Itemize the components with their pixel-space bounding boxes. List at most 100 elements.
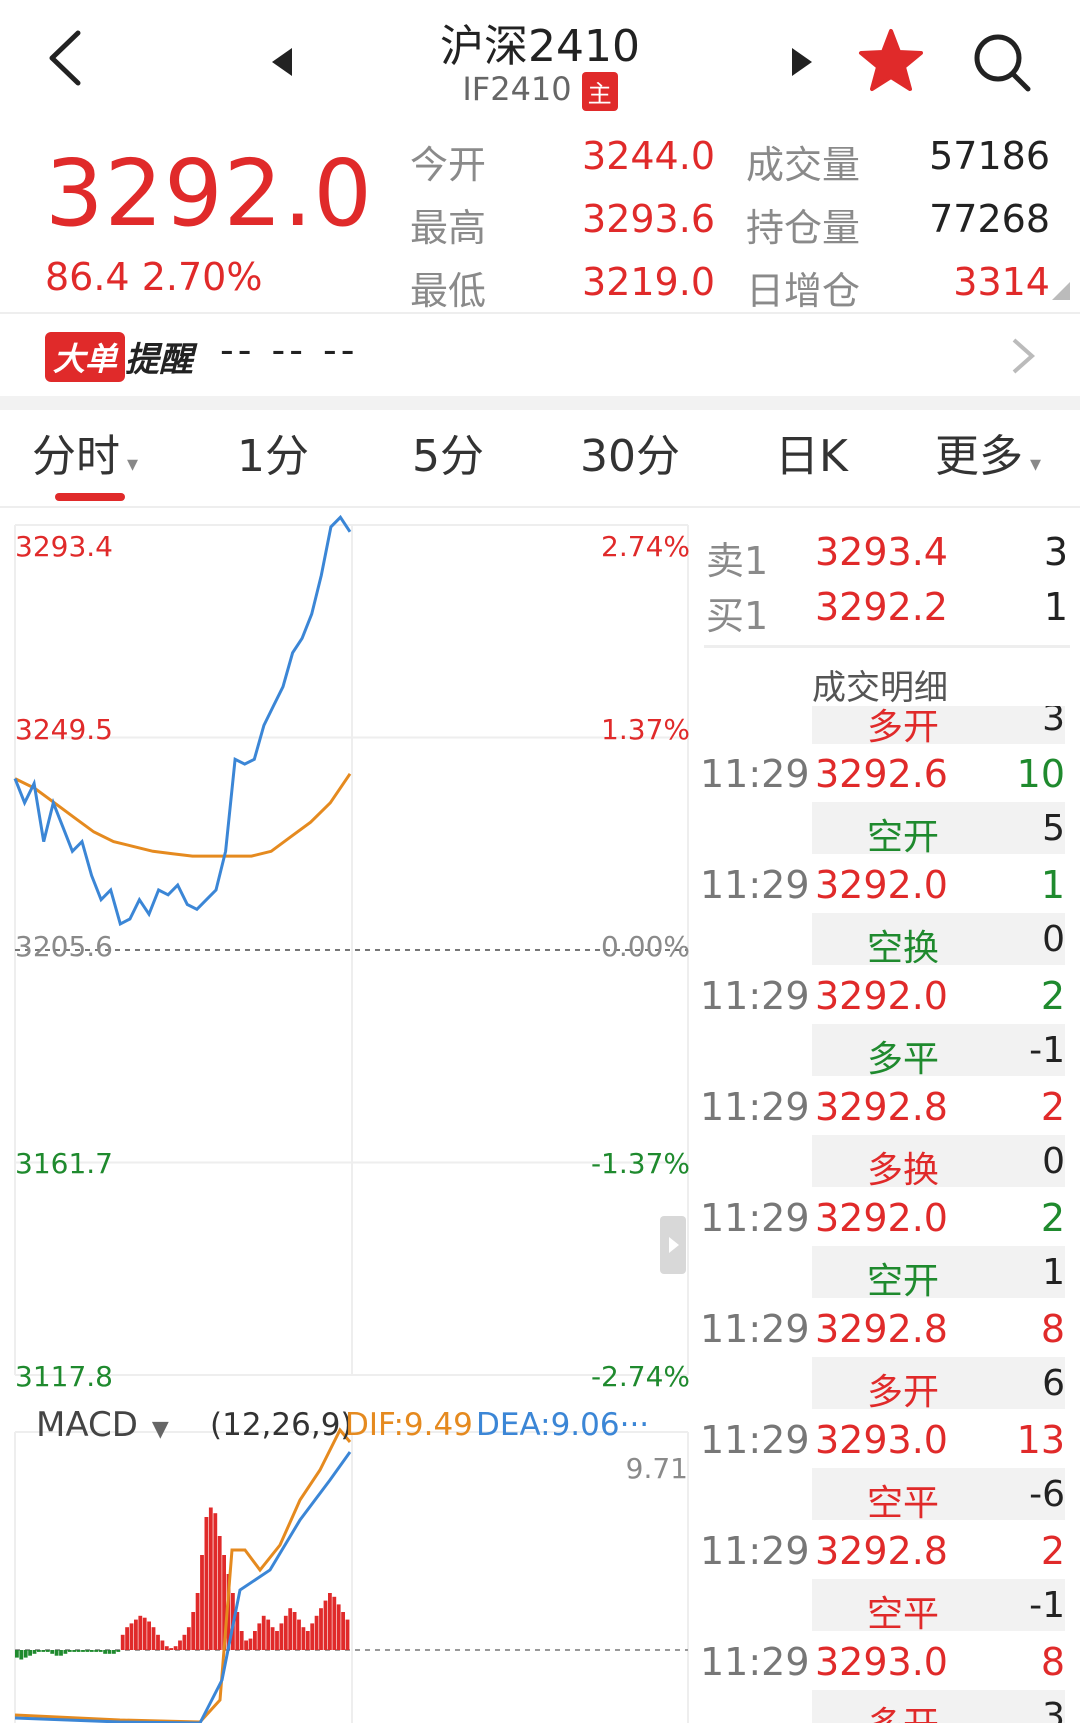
macd-bar: [208, 1507, 213, 1650]
trade-price: 3292.0: [815, 1196, 948, 1240]
trade-type-row: 多开 3: [812, 1690, 1065, 1723]
macd-bar: [217, 1536, 222, 1650]
macd-bar: [50, 1650, 55, 1654]
trade-price: 3292.0: [815, 974, 948, 1018]
indicator-selector[interactable]: MACD ▼: [36, 1405, 169, 1445]
macd-bar: [160, 1640, 165, 1650]
trade-row: 11:29 3292.6 10: [700, 748, 1065, 803]
high-value: 3293.6: [582, 197, 715, 241]
trade-type-row: 空开 5: [812, 802, 1065, 858]
trade-type: 多开: [867, 1372, 940, 1413]
macd-bar: [164, 1646, 169, 1650]
macd-bar: [319, 1608, 323, 1650]
pct-axis-label: 1.37%: [601, 713, 690, 746]
trade-time: 11:29: [700, 1418, 810, 1462]
trade-price: 3292.6: [815, 752, 948, 796]
macd-bar: [336, 1604, 341, 1650]
trade-time: 11:29: [700, 1640, 810, 1684]
open-interest-value: 77268: [929, 197, 1050, 241]
macd-bar: [253, 1631, 257, 1650]
price-axis-label: 3249.5: [15, 713, 113, 746]
trade-type-row: 多换 0: [812, 1135, 1065, 1191]
trade-oi-delta: 5: [1042, 808, 1065, 849]
back-icon[interactable]: [40, 28, 90, 88]
low-value: 3219.0: [582, 260, 715, 304]
macd-bar: [120, 1634, 125, 1650]
macd-bar: [297, 1619, 301, 1650]
trade-row: 11:29 3292.8 2: [700, 1081, 1065, 1136]
tab-1min[interactable]: 1分: [237, 431, 309, 482]
macd-bar: [283, 1615, 288, 1650]
trade-type-row: 多开 3: [812, 706, 1065, 748]
trade-detail-list[interactable]: 多开 3 11:29 3292.6 10 空开 5 11:29 3292.0 1 空换 0 11:2…: [0, 706, 1080, 1723]
macd-dea-line: [14, 1451, 352, 1723]
big-order-alert-row[interactable]: 大单 提醒 -- -- --: [0, 314, 1080, 394]
trade-row: 11:29 3292.8 2: [700, 1525, 1065, 1580]
macd-bar: [314, 1615, 319, 1650]
contract-code-row: IF2410 主: [0, 70, 1080, 111]
macd-bar: [288, 1608, 293, 1650]
macd-bar: [134, 1619, 138, 1650]
macd-bar: [54, 1650, 59, 1656]
macd-axis-label: 9.71: [625, 1452, 688, 1485]
divider: [0, 312, 1080, 314]
trade-type-row: 空开 1: [812, 1246, 1065, 1302]
trade-type-row: 多平 -1: [812, 1024, 1065, 1080]
trade-type: 空平: [867, 1483, 940, 1524]
macd-bar: [239, 1631, 244, 1650]
price-axis-label: 3205.6: [15, 930, 113, 963]
macd-bar: [191, 1612, 196, 1650]
intraday-chart[interactable]: [0, 510, 700, 1723]
macd-bar: [182, 1634, 187, 1650]
macd-bar: [116, 1650, 121, 1652]
trade-volume: 13: [1016, 1418, 1065, 1462]
trade-type: 多平: [867, 1039, 940, 1080]
expand-corner-icon[interactable]: [1052, 282, 1070, 300]
trade-volume: 2: [1040, 1196, 1065, 1240]
contract-name: 沪深2410: [440, 21, 640, 72]
trade-oi-delta: 3: [1042, 706, 1065, 739]
trade-oi-delta: 0: [1042, 919, 1065, 960]
tab-more[interactable]: 更多 ▾: [935, 431, 1042, 482]
trade-time: 11:29: [700, 1307, 810, 1351]
favorite-star-icon[interactable]: [858, 28, 924, 94]
bid-price: 3292.2: [815, 585, 948, 629]
trade-type: 多开: [867, 1696, 939, 1723]
trade-volume: 1: [1040, 863, 1065, 907]
volume-value: 57186: [929, 134, 1050, 178]
macd-bar: [37, 1650, 41, 1652]
macd-bar: [151, 1627, 156, 1650]
trade-price: 3293.0: [815, 1640, 948, 1684]
previous-contract-icon[interactable]: [268, 46, 296, 78]
tab-5min[interactable]: 5分: [412, 431, 484, 482]
macd-bar: [328, 1593, 332, 1650]
trade-type: 多开: [867, 707, 940, 748]
trade-row: 11:29 3292.0 2: [700, 970, 1065, 1025]
tab-30min[interactable]: 30分: [580, 431, 680, 482]
macd-bar: [292, 1612, 297, 1650]
macd-bar: [235, 1612, 240, 1650]
trade-volume: 2: [1040, 974, 1065, 1018]
tab-intraday[interactable]: 分时 ▾: [32, 431, 139, 482]
macd-bar: [76, 1650, 81, 1652]
trade-type-row: 空平 -6: [812, 1468, 1065, 1524]
next-contract-icon[interactable]: [788, 46, 816, 78]
trade-row: 11:29 3293.0 8: [700, 1636, 1065, 1691]
macd-bar: [244, 1640, 248, 1650]
macd-bar: [32, 1650, 37, 1654]
macd-bar: [89, 1650, 94, 1652]
macd-bar: [173, 1646, 178, 1650]
tab-daily-k[interactable]: 日K: [775, 431, 848, 482]
trade-price: 3292.8: [815, 1307, 948, 1351]
macd-bar: [107, 1650, 112, 1654]
search-icon[interactable]: [970, 30, 1036, 96]
macd-bar: [59, 1650, 63, 1656]
expand-panel-handle[interactable]: [660, 1216, 686, 1274]
trade-type: 空开: [867, 1261, 940, 1302]
macd-bar: [15, 1650, 19, 1658]
price-change-pct: 2.70%: [141, 255, 263, 299]
trade-time: 11:29: [700, 863, 810, 907]
trade-detail-title[interactable]: 成交明细: [812, 668, 948, 708]
macd-bar: [261, 1615, 266, 1650]
trade-oi-delta: 6: [1042, 1363, 1065, 1404]
